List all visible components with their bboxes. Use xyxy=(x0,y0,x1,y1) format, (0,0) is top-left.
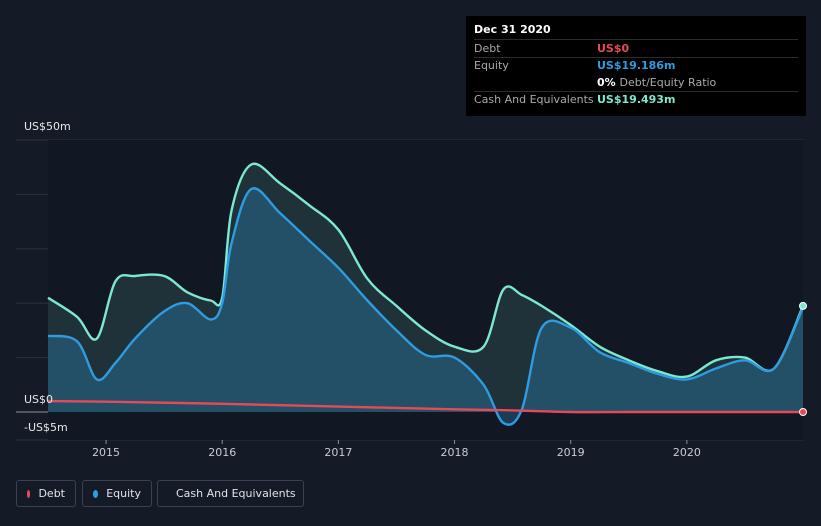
x-tick-label: 2017 xyxy=(324,446,352,459)
legend-equity[interactable]: Equity xyxy=(82,480,152,507)
tooltip-equity-value: US$19.186m xyxy=(597,59,676,73)
line-cash-and-equivalents xyxy=(47,162,805,379)
tooltip-panel: Dec 31 2020 Debt US$0 Equity US$19.186m … xyxy=(466,16,806,116)
line-equity xyxy=(47,187,805,426)
legend-equity-label: Equity xyxy=(106,487,141,500)
tooltip-cash-label: Cash And Equivalents xyxy=(474,93,594,107)
tooltip-ratio-value: 0% Debt/Equity Ratio xyxy=(597,76,716,89)
tooltip-equity-label: Equity xyxy=(474,59,509,73)
tooltip-ratio-number: 0% xyxy=(597,75,616,89)
legend-debt[interactable]: Debt xyxy=(16,480,76,507)
legend-equity-dot xyxy=(93,489,99,498)
y-tick-label: US$50m xyxy=(24,120,71,133)
legend-cash[interactable]: Cash And Equivalents xyxy=(157,480,304,507)
area-equity xyxy=(48,188,803,425)
legend-debt-label: Debt xyxy=(38,487,65,500)
legend-cash-label: Cash And Equivalents xyxy=(176,487,296,500)
line-debt xyxy=(47,399,803,414)
tooltip-cash-value: US$19.493m xyxy=(597,93,676,107)
y-tick-label: US$0 xyxy=(24,393,53,406)
x-tick-label: 2019 xyxy=(557,446,585,459)
x-tick-label: 2015 xyxy=(92,446,120,459)
endpoint-debt xyxy=(799,408,807,416)
x-tick-label: 2018 xyxy=(441,446,469,459)
tooltip-debt-label: Debt xyxy=(474,41,501,55)
x-tick-label: 2016 xyxy=(208,446,236,459)
x-tick-label: 2020 xyxy=(673,446,701,459)
plot-background xyxy=(48,140,803,440)
endpoint-cash-and-equivalents xyxy=(799,301,807,310)
tooltip-date: Dec 31 2020 xyxy=(474,23,551,36)
y-tick-label: -US$5m xyxy=(24,421,68,434)
tooltip-debt-value: US$0 xyxy=(597,41,630,55)
tooltip-ratio-label: Debt/Equity Ratio xyxy=(619,75,717,89)
legend-debt-dot xyxy=(27,489,31,498)
